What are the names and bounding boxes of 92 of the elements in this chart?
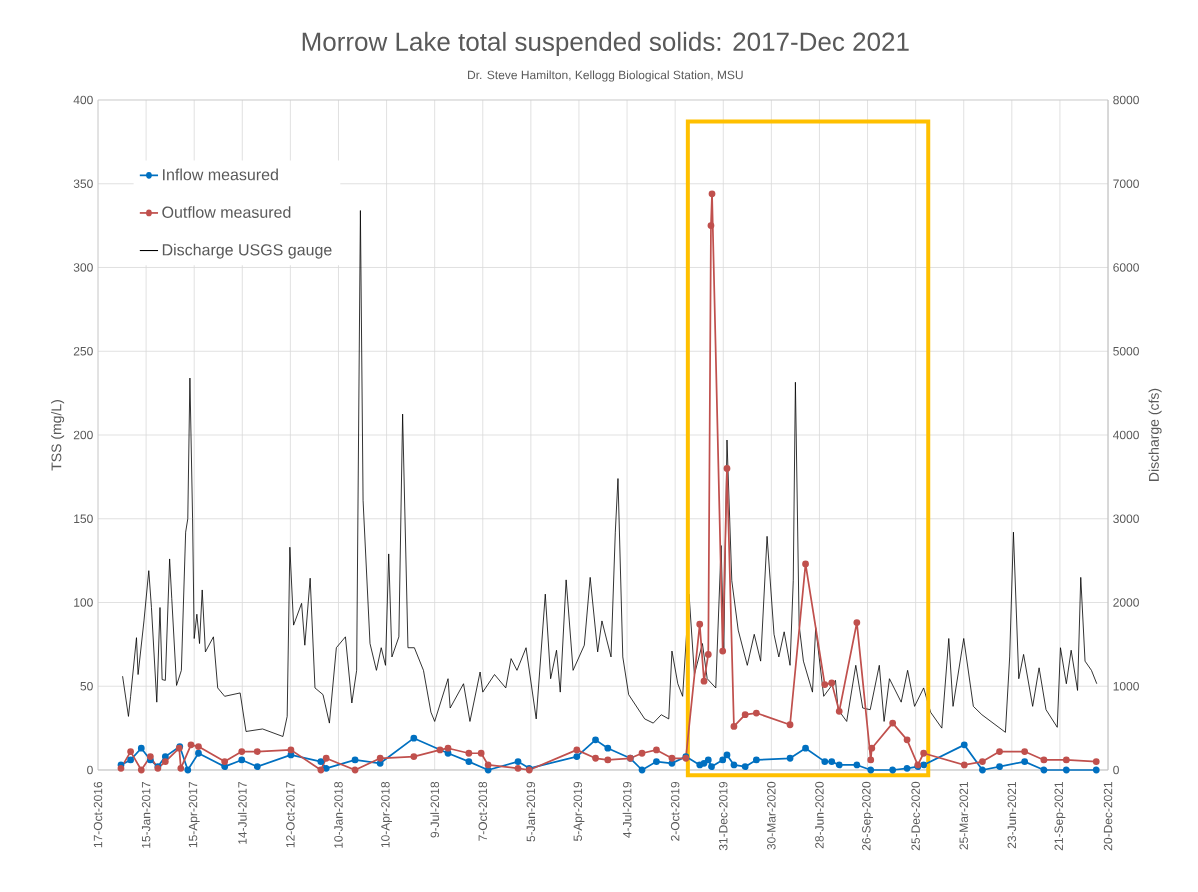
point — [802, 744, 809, 752]
y-tick-label: 0 — [87, 765, 93, 775]
point — [700, 759, 708, 767]
y-tick-label: 400 — [73, 95, 93, 105]
x-tick-label: 2-Oct-2019 — [670, 781, 680, 841]
point — [573, 753, 581, 760]
point — [828, 758, 836, 766]
point — [221, 763, 229, 771]
x-tick-label: 12-Oct-2017 — [286, 781, 295, 848]
point — [137, 744, 145, 752]
point — [376, 759, 384, 767]
point — [638, 766, 646, 774]
point — [351, 756, 359, 764]
point — [1062, 766, 1070, 774]
legend-label: Outflow measured — [162, 206, 291, 218]
point — [592, 736, 599, 744]
chart-title: Morrow Lake total suspended solids: 2017-Dec 2021 — [302, 31, 909, 57]
x-tick-label: 15-Jan-2017 — [141, 782, 151, 848]
point — [960, 741, 968, 749]
y2-tick-label: 2000 — [1113, 598, 1139, 607]
x-tick-label: 4-Jul-2019 — [622, 781, 632, 838]
point — [1092, 766, 1100, 774]
x-tick-label: 7-Oct-2018 — [478, 781, 488, 841]
chart-subtitle: Dr. Steve Hamilton, Kellogg Biological Station, MSU — [468, 70, 743, 82]
legend-label: Inflow measured — [163, 168, 278, 181]
y2-tick-label: 0 — [1113, 765, 1119, 775]
point — [1021, 758, 1029, 766]
x-tick-label: 26-Sep-2020 — [862, 781, 873, 851]
x-tick-label: 20-Dec-2021 — [1103, 781, 1113, 851]
y2-tick-label: 1000 — [1113, 681, 1139, 691]
point — [465, 758, 473, 766]
point — [514, 758, 522, 766]
point — [996, 763, 1003, 771]
point — [752, 756, 760, 764]
y-tick-label: 250 — [73, 346, 93, 356]
point — [410, 734, 418, 742]
point — [903, 764, 911, 772]
point — [195, 749, 202, 757]
point — [161, 753, 169, 760]
point — [786, 754, 794, 762]
y2-tick-label: 5000 — [1113, 347, 1139, 356]
point — [867, 766, 875, 774]
point — [653, 758, 660, 766]
x-tick-label: 9-Jul-2018 — [430, 781, 440, 838]
y2-tick-label: 4000 — [1113, 430, 1139, 440]
x-tick-label: 5-Apr-2019 — [573, 781, 585, 841]
point — [253, 763, 261, 771]
y-tick-label: 300 — [73, 263, 93, 272]
y2-tick-label: 7000 — [1113, 179, 1139, 189]
x-tick-label: 14-Jul-2017 — [237, 782, 247, 844]
point — [317, 758, 325, 766]
point — [184, 766, 192, 774]
y2-tick-label: 3000 — [1113, 514, 1139, 524]
point — [920, 761, 928, 769]
x-tick-label: 25-Dec-2020 — [911, 781, 920, 851]
point — [704, 756, 712, 764]
x-tick-label: 5-Jan-2019 — [526, 781, 536, 842]
point — [723, 751, 731, 759]
point — [604, 744, 612, 752]
x-tick-label: 31-Dec-2019 — [718, 781, 728, 851]
legend-label: Discharge USGS gauge — [162, 243, 332, 259]
x-tick-label: 15-Apr-2017 — [188, 782, 200, 848]
x-tick-label: 25-Mar-2021 — [959, 781, 968, 850]
x-tick-label: 23-Jun-2021 — [1007, 781, 1017, 849]
y-tick-label: 200 — [73, 430, 93, 440]
point — [1040, 766, 1048, 774]
x-tick-label: 10-Jan-2018 — [334, 781, 343, 848]
point — [708, 763, 715, 771]
y-tick-label: 350 — [73, 179, 93, 188]
point — [719, 756, 727, 764]
x-tick-label: 30-Mar-2020 — [767, 781, 776, 850]
x-tick-label: 10-Apr-2018 — [381, 781, 393, 848]
point — [322, 764, 330, 772]
point — [853, 761, 861, 769]
point — [730, 761, 738, 769]
y2-tick-label: 6000 — [1113, 263, 1139, 272]
y-tick-label: 50 — [80, 681, 93, 691]
point — [821, 758, 829, 766]
x-tick-label: 21-Sep-2021 — [1054, 781, 1066, 851]
y-axis-title: TSS (mg/L) — [51, 400, 65, 471]
point — [979, 766, 986, 774]
x-tick-label: 28-Jun-2020 — [815, 781, 824, 849]
point — [238, 756, 246, 764]
point — [835, 761, 843, 769]
point — [889, 766, 897, 774]
x-tick-label: 17-Oct-2016 — [93, 781, 103, 848]
y2-tick-label: 8000 — [1113, 95, 1139, 105]
y-tick-label: 100 — [74, 598, 93, 607]
y-tick-label: 150 — [74, 514, 93, 523]
point — [127, 756, 134, 764]
point — [741, 763, 749, 771]
y2-axis-title: Discharge (cfs) — [1148, 388, 1162, 481]
